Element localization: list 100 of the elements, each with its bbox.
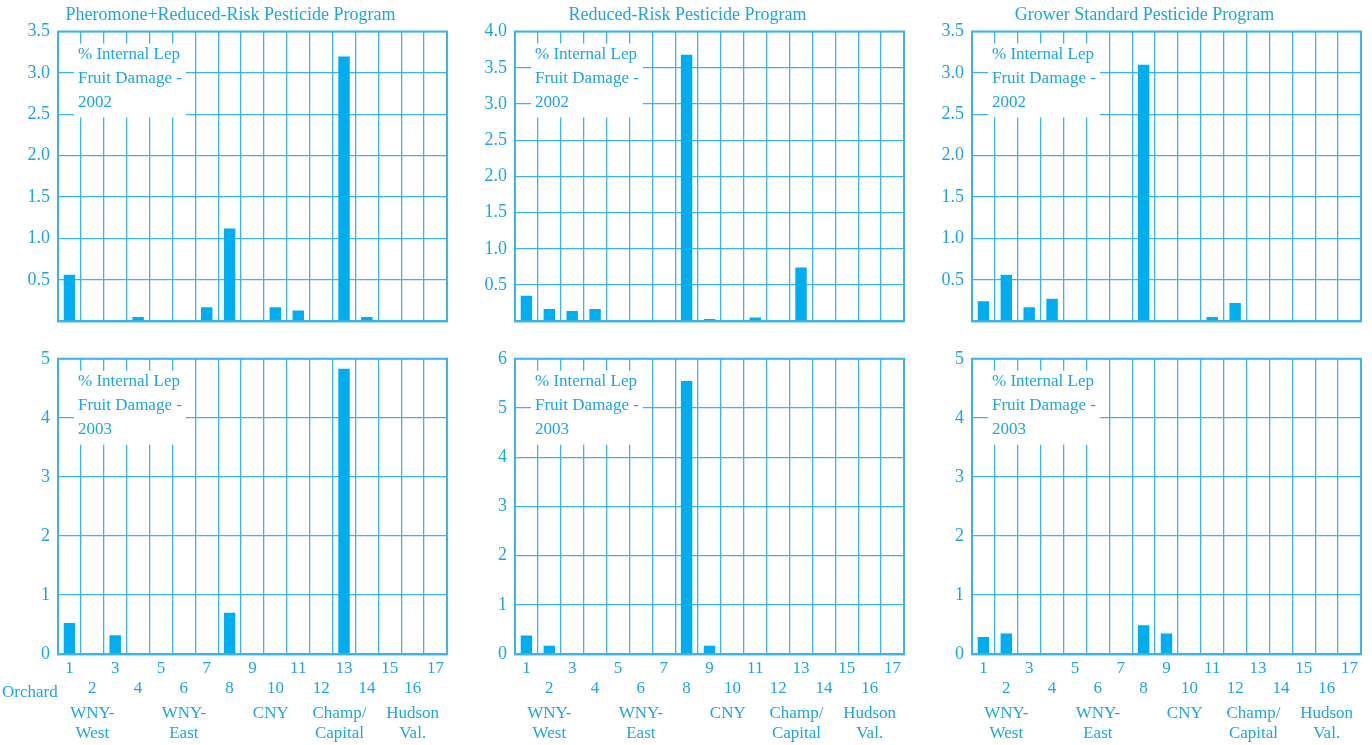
x-tick-label: 6 — [1093, 678, 1103, 698]
y-tick-label: 4 — [498, 446, 507, 466]
y-tick-label: 2.0 — [27, 144, 50, 165]
x-tick-label: 9 — [248, 657, 257, 677]
x-tick-label: 6 — [179, 678, 189, 698]
chart-title: Grower Standard Pesticide Program — [1014, 3, 1275, 24]
annotation: % Internal Lep Fruit Damage - 2002 — [78, 43, 183, 111]
x-tick-label: 11 — [290, 657, 307, 677]
annotation: % Internal Lep Fruit Damage - 2002 — [992, 43, 1097, 111]
y-tick-label: 1.5 — [27, 185, 50, 206]
annotation: % Internal Lep Fruit Damage - 2002 — [535, 43, 640, 111]
y-tick-label: 1.5 — [484, 201, 507, 222]
y-tick-label: 0.5 — [27, 268, 50, 289]
text: WNY-West — [984, 702, 1029, 742]
x-tick-label: 17 — [884, 657, 902, 677]
y-tick-label: 3.0 — [484, 92, 507, 113]
y-tick-label: 4.0 — [484, 20, 507, 41]
y-tick-label: 5 — [41, 347, 50, 368]
y-tick-label: 3.5 — [941, 20, 964, 41]
y-tick-label: 1 — [498, 593, 507, 614]
y-tick-label: 1.0 — [27, 227, 50, 248]
chart-title: Pheromone+Reduced-Risk Pesticide Program — [65, 3, 396, 24]
x-tick-label: 3 — [567, 657, 577, 677]
x-tick-label: 11 — [747, 657, 764, 677]
y-tick-label: 2.5 — [484, 128, 507, 149]
text: WNY-West — [527, 702, 572, 742]
annotation: % Internal Lep Fruit Damage - 2003 — [78, 370, 183, 438]
y-tick-label: 1 — [41, 583, 50, 604]
y-tick-label: 2 — [955, 524, 964, 545]
x-tick-label: 15 — [838, 657, 856, 677]
x-tick-label: 15 — [1295, 657, 1313, 677]
y-tick-label: 3 — [498, 495, 507, 516]
y-tick-label: 0.5 — [484, 273, 507, 294]
x-tick-label: 4 — [133, 678, 143, 698]
x-tick-label: 14 — [815, 678, 833, 698]
x-tick-label: 10 — [266, 678, 284, 698]
text: Champ/Capital — [769, 702, 824, 742]
y-tick-label: 2 — [498, 544, 507, 565]
x-tick-label: 8 — [225, 678, 234, 698]
x-tick-label: 2 — [545, 678, 554, 698]
y-tick-label: 3 — [955, 465, 964, 486]
y-tick-label: 2.0 — [941, 144, 964, 165]
text: CNY — [1166, 702, 1203, 722]
y-tick-label: 2.0 — [484, 165, 507, 186]
x-tick-label: 12 — [769, 678, 787, 698]
y-tick-label: 1.0 — [941, 227, 964, 248]
y-tick-label: 5 — [955, 347, 964, 368]
x-axis-title: Orchard — [2, 681, 59, 701]
y-tick-label: 3 — [41, 465, 50, 486]
x-tick-label: 10 — [723, 678, 741, 698]
x-tick-label: 5 — [1070, 657, 1080, 677]
x-tick-label: 13 — [1249, 657, 1267, 677]
x-tick-label: 1 — [522, 657, 531, 677]
x-tick-label: 5 — [613, 657, 623, 677]
y-tick-label: 3.0 — [941, 61, 964, 82]
x-tick-label: 11 — [1204, 657, 1221, 677]
y-tick-label: 4 — [955, 406, 964, 427]
y-tick-label: 3.0 — [27, 61, 50, 82]
x-tick-label: 1 — [979, 657, 988, 677]
text: CNY — [252, 702, 289, 722]
y-tick-label: 0.5 — [941, 268, 964, 289]
text: Hudson Val. — [843, 702, 897, 742]
y-tick-label: 0 — [41, 642, 50, 663]
y-tick-label: 2 — [41, 524, 50, 545]
x-tick-label: 6 — [636, 678, 646, 698]
x-tick-label: 7 — [659, 657, 669, 677]
x-tick-label: 16 — [861, 678, 879, 698]
x-tick-label: 2 — [1002, 678, 1011, 698]
y-tick-label: 4 — [41, 406, 50, 427]
x-tick-label: 13 — [335, 657, 353, 677]
x-tick-label: 16 — [404, 678, 422, 698]
x-tick-label: 17 — [427, 657, 445, 677]
text: Champ/Capital — [1226, 702, 1281, 742]
y-tick-label: 2.5 — [941, 103, 964, 124]
x-tick-label: 2 — [88, 678, 97, 698]
x-tick-label: 4 — [1047, 678, 1057, 698]
x-tick-label: 15 — [381, 657, 399, 677]
y-tick-label: 3.5 — [484, 56, 507, 77]
x-tick-label: 3 — [110, 657, 120, 677]
text: WNY-East — [618, 702, 664, 742]
text: WNY-West — [70, 702, 115, 742]
x-tick-label: 13 — [792, 657, 810, 677]
y-tick-label: 2.5 — [27, 103, 50, 124]
text: Hudson Val. — [1300, 702, 1354, 742]
y-tick-label: 1.5 — [941, 185, 964, 206]
text: Champ/Capital — [312, 702, 367, 742]
x-tick-label: 14 — [1272, 678, 1290, 698]
y-tick-label: 3.5 — [27, 20, 50, 41]
text: CNY — [709, 702, 746, 722]
x-tick-label: 1 — [65, 657, 74, 677]
annotation: % Internal Lep Fruit Damage - 2003 — [992, 370, 1097, 438]
x-tick-label: 3 — [1024, 657, 1034, 677]
x-tick-label: 12 — [312, 678, 330, 698]
text: WNY-East — [161, 702, 207, 742]
text: WNY-East — [1075, 702, 1121, 742]
x-tick-label: 9 — [1162, 657, 1171, 677]
y-tick-label: 1 — [955, 583, 964, 604]
text: Hudson Val. — [386, 702, 440, 742]
x-tick-label: 17 — [1341, 657, 1359, 677]
x-tick-label: 10 — [1180, 678, 1198, 698]
